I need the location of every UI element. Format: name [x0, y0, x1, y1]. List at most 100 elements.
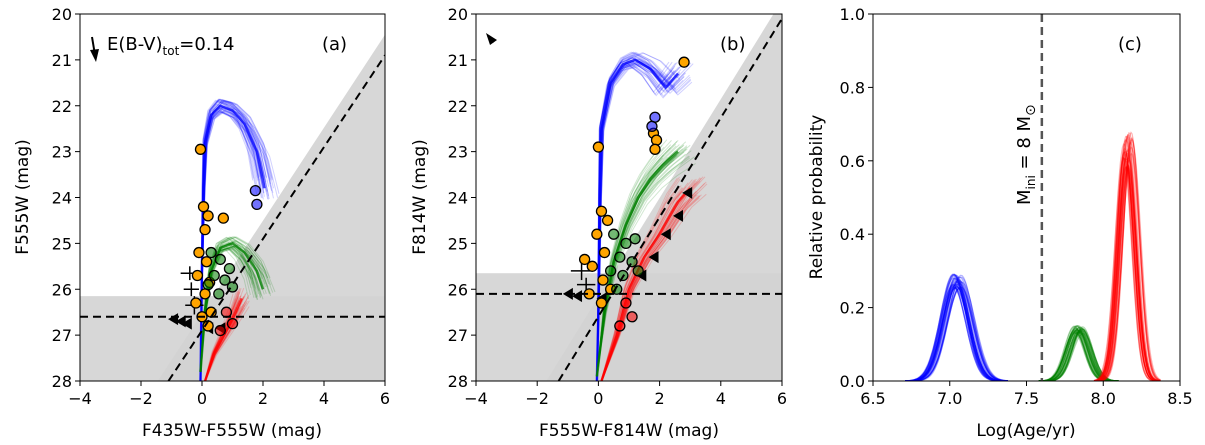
- blue-age-pdf-curve: [905, 274, 1008, 381]
- green-age-pdf-curve: [1038, 332, 1119, 381]
- green-age-pdf-curve: [1038, 327, 1119, 381]
- red-data-point: [220, 306, 233, 318]
- red-isochrone-track: [601, 195, 700, 381]
- green-data-point: [604, 265, 617, 277]
- blue-age-pdf-curve: [905, 278, 1009, 381]
- x-tick-label: 2: [258, 389, 268, 408]
- green-isochrone-track: [199, 244, 276, 372]
- y-tick-label: 27: [52, 326, 72, 345]
- blue-age-pdf-curve: [905, 284, 1008, 381]
- panel-c-x-label: Log(Age/yr): [976, 421, 1075, 441]
- x-tick-label: 0: [593, 389, 603, 408]
- x-tick-label: 7.5: [1014, 389, 1039, 408]
- green-age-pdf-curve: [1038, 331, 1119, 381]
- panel-c-panel-label: (c): [1118, 34, 1142, 55]
- red-age-pdf-curve: [1093, 151, 1161, 381]
- upper-limit-marker: [673, 209, 684, 222]
- green-age-pdf-curve: [1038, 329, 1119, 381]
- red-age-pdf-curve: [1093, 138, 1161, 381]
- orange-data-point: [598, 246, 611, 259]
- y-tick-label: 23: [448, 143, 468, 162]
- green-age-pdf-curve: [1038, 331, 1119, 381]
- y-tick-label: 24: [52, 189, 72, 208]
- upper-limit-marker: [682, 186, 693, 199]
- green-data-point: [219, 274, 231, 286]
- blue-age-pdf-curve: [905, 277, 1008, 381]
- green-isochrone-track: [199, 241, 265, 372]
- y-tick-label: 0.0: [840, 372, 865, 391]
- blue-age-pdf-curve: [905, 287, 1008, 381]
- panel-c-curves: [905, 131, 1161, 381]
- green-age-pdf-curve: [1038, 325, 1119, 381]
- blue-age-pdf-curve: [905, 280, 1008, 381]
- blue-age-pdf-curve: [905, 281, 1009, 381]
- upper-limit-marker: [660, 228, 671, 241]
- red-age-pdf-curve: [1093, 149, 1161, 381]
- green-isochrone-track: [596, 156, 691, 377]
- red-age-pdf-curve: [1093, 157, 1161, 381]
- panel-b-isochrones: [595, 51, 708, 381]
- green-data-point: [608, 228, 620, 240]
- green-age-pdf-curve: [1038, 330, 1119, 381]
- y-tick-label: 21: [448, 51, 468, 70]
- green-data-point: [214, 253, 226, 266]
- x-tick-label: 0: [197, 389, 207, 408]
- red-age-pdf-curve: [1093, 157, 1161, 381]
- green-data-point: [223, 262, 236, 275]
- green-isochrone-track: [200, 236, 252, 372]
- red-age-pdf-curve: [1094, 146, 1161, 381]
- y-tick-label: 25: [448, 234, 468, 253]
- orange-data-point: [190, 297, 202, 309]
- x-tick-label: −4: [464, 389, 488, 408]
- blue-data-point: [649, 111, 661, 123]
- red-isochrone-track: [601, 195, 701, 381]
- x-tick-label: −4: [68, 389, 92, 408]
- panel-c: 6.5 7.0 7.5 8.0 8.5 0.0 0.2 0.4 0.6 0.8 1.0 Log(A…: [807, 5, 1193, 441]
- green-isochrone-track: [596, 156, 695, 377]
- orange-data-point: [592, 141, 605, 153]
- panel-a-isochrones: [199, 98, 280, 381]
- orange-data-point: [595, 205, 608, 217]
- orange-data-point: [591, 228, 603, 240]
- panel-b-x-ticks: −4 −2 0 2 4 6: [464, 381, 787, 408]
- green-age-pdf-curve: [1038, 326, 1119, 381]
- red-isochrone-track: [205, 300, 250, 381]
- panel-a-y-label: F555W (mag): [13, 139, 33, 254]
- green-age-pdf-curve: [1038, 329, 1119, 381]
- red-age-pdf-curve: [1093, 147, 1161, 381]
- panel-b-diagonal-line: [557, 18, 782, 381]
- red-isochrone-track: [600, 177, 678, 381]
- red-age-pdf-curve: [1094, 167, 1161, 381]
- red-isochrone-track: [601, 197, 695, 381]
- red-age-pdf-curve: [1093, 143, 1161, 381]
- panel-a-x-label: F435W-F555W (mag): [142, 421, 322, 441]
- green-isochrone-track: [596, 157, 690, 377]
- extinction-arrow-icon: [90, 36, 99, 62]
- panel-b-y-ticks: 20 21 22 23 24 25 26 27 28: [448, 5, 476, 391]
- orange-data-point: [650, 134, 663, 146]
- green-age-pdf-curve: [1038, 330, 1119, 381]
- green-age-pdf-curve: [1038, 326, 1119, 381]
- red-age-pdf-curve: [1094, 166, 1161, 381]
- x-tick-label: 7.0: [937, 389, 962, 408]
- red-age-pdf-curve: [1093, 135, 1161, 381]
- blue-age-pdf-curve: [905, 287, 1009, 381]
- green-isochrone-track: [596, 155, 690, 377]
- orange-data-point: [217, 212, 230, 224]
- red-age-pdf-curve: [1093, 157, 1161, 381]
- green-age-pdf-curve: [1038, 329, 1119, 381]
- blue-age-pdf-curve: [905, 282, 1009, 381]
- red-data-point: [620, 297, 632, 309]
- x-tick-label: 6.5: [860, 389, 885, 408]
- red-isochrone-track: [601, 194, 697, 381]
- mass-limit-label: Mini = 8 M⊙: [1014, 104, 1039, 205]
- red-age-pdf-curve: [1093, 139, 1161, 381]
- y-tick-label: 26: [448, 280, 468, 299]
- panel-b-diagonal-band: [546, 14, 782, 381]
- green-age-pdf-curve: [1038, 325, 1119, 381]
- blue-age-pdf-curve: [905, 279, 1009, 381]
- red-isochrone-track: [203, 297, 243, 381]
- blue-age-pdf-curve: [905, 274, 1008, 381]
- blue-age-pdf-curve: [905, 286, 1009, 381]
